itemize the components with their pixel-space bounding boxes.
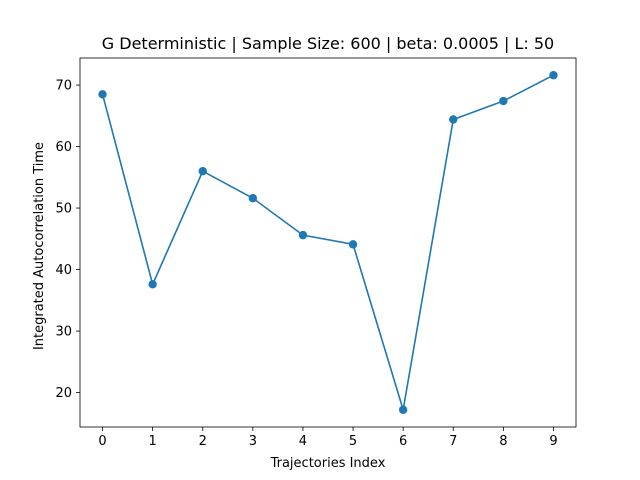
axes-frame <box>79 57 577 428</box>
data-point <box>348 240 358 249</box>
data-point <box>148 280 157 289</box>
x-tick-label: 1 <box>149 434 157 449</box>
x-tick-label: 3 <box>249 434 257 449</box>
data-point <box>398 405 408 414</box>
x-tick-label: 0 <box>98 434 106 449</box>
x-tick-label: 9 <box>549 434 557 449</box>
y-tick-label: 40 <box>55 263 72 278</box>
y-tick-label: 20 <box>55 386 72 401</box>
x-tick-label: 5 <box>349 434 357 449</box>
data-point <box>449 115 458 124</box>
series-line <box>101 74 554 411</box>
plot-area: 0 1 2 3 4 5 6 7 8 9 20 30 40 50 60 70 <box>55 57 577 449</box>
y-tick-label: 50 <box>55 202 72 217</box>
y-tick-label: 30 <box>55 325 72 340</box>
x-tick-label: 4 <box>299 434 307 449</box>
y-tick-label: 60 <box>55 140 72 155</box>
x-tick-label: 8 <box>499 434 507 449</box>
x-axis-label: Trajectories Index <box>270 456 386 471</box>
data-point <box>198 166 207 176</box>
y-tick-label: 70 <box>55 79 72 94</box>
data-point <box>549 71 558 80</box>
chart-title: G Deterministic | Sample Size: 600 | bet… <box>102 34 554 53</box>
x-tick-label: 2 <box>199 434 207 449</box>
data-point <box>298 230 308 240</box>
x-tick-label: 7 <box>449 434 457 449</box>
data-point <box>248 194 258 203</box>
data-point <box>499 96 508 106</box>
x-tick-label: 6 <box>399 434 407 449</box>
data-point <box>98 90 107 99</box>
y-axis-label: Integrated Autocorrelation Time <box>32 142 47 350</box>
